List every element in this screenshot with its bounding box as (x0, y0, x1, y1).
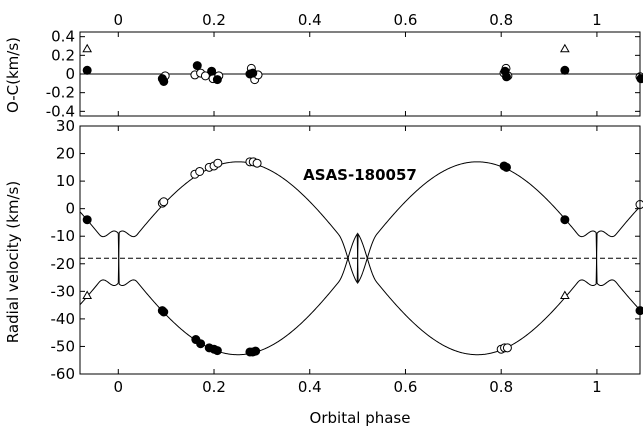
rv-panel-frame (79, 125, 641, 375)
residual-primary-point (212, 75, 222, 85)
rv-y-tick-label: -30 (51, 282, 76, 300)
rv-y-tick-label: -50 (51, 337, 76, 355)
residual-y-tick-label: 0.4 (51, 28, 75, 46)
rv-primary-point (501, 162, 511, 172)
rv-triangle-point (559, 290, 570, 299)
residual-primary-point (248, 68, 258, 78)
bottom-x-tick-label: 1 (592, 378, 602, 396)
rv-primary-point (196, 339, 206, 349)
top-x-tick-label: 0.8 (489, 11, 513, 29)
top-x-tick-label: 0.6 (394, 11, 418, 29)
data-points (82, 43, 643, 357)
residual-primary-point (207, 66, 217, 76)
secondary-model-curve (79, 161, 641, 356)
axes-layer: 0 0.2 0.4 0.6 0.8 10 0.2 0.4 0.6 0.8 10.40.20-0.2-… (46, 11, 641, 396)
rv-secondary-point (252, 158, 262, 168)
rv-primary-point (560, 215, 570, 225)
rv-secondary-point (502, 343, 512, 353)
residual-primary-point (560, 65, 570, 75)
x-axis-title: Orbital phase (310, 409, 411, 427)
residual-y-tick-label: -0.4 (46, 102, 75, 120)
bottom-x-tick-label: 0.6 (394, 378, 418, 396)
model-lines (79, 73, 641, 356)
rv-y-tick-label: 30 (56, 117, 75, 135)
residual-primary-point (82, 65, 92, 75)
residual-primary-point (159, 76, 169, 86)
top-x-tick-label: 0.4 (298, 11, 322, 29)
residual-primary-point (192, 61, 202, 71)
residual-secondary-point (200, 71, 210, 81)
rv-primary-point (159, 307, 169, 317)
rv-y-tick-label: -10 (51, 227, 76, 245)
rv-primary-point (82, 215, 92, 225)
rv-primary-point (251, 346, 261, 356)
top-x-tick-label: 0.2 (202, 11, 226, 29)
primary-model-curve (79, 161, 641, 356)
top-x-tick-label: 0 (114, 11, 124, 29)
top-x-tick-label: 1 (592, 11, 602, 29)
residual-primary-point (501, 72, 511, 82)
residual-triangle-point (559, 43, 570, 53)
bottom-x-tick-label: 0.8 (489, 378, 513, 396)
rv-y-axis-title: Radial velocity (km/s) (4, 181, 22, 343)
residual-y-axis-title: O-C(km/s) (4, 37, 22, 113)
bottom-x-tick-label: 0 (114, 378, 124, 396)
rv-y-tick-label: -40 (51, 310, 76, 328)
residual-triangle-point (82, 43, 93, 53)
chart-title: ASAS-180057 (303, 166, 417, 184)
rv-y-tick-label: -20 (51, 255, 76, 273)
residual-y-tick-label: -0.2 (46, 84, 75, 102)
residual-y-tick-label: 0.2 (51, 46, 75, 64)
rv-y-tick-label: 20 (56, 145, 75, 163)
rv-y-tick-label: 0 (65, 200, 75, 218)
rv-secondary-point (213, 158, 223, 168)
rv-secondary-point (195, 166, 205, 176)
residual-y-tick-label: 0 (65, 65, 75, 83)
rv-primary-point (212, 346, 222, 356)
rv-triangle-point (82, 290, 93, 299)
bottom-x-tick-label: 0.2 (202, 378, 226, 396)
bottom-x-tick-label: 0.4 (298, 378, 322, 396)
rv-y-tick-label: 10 (56, 172, 75, 190)
rv-y-tick-label: -60 (51, 365, 76, 383)
rv-secondary-point (159, 197, 169, 207)
